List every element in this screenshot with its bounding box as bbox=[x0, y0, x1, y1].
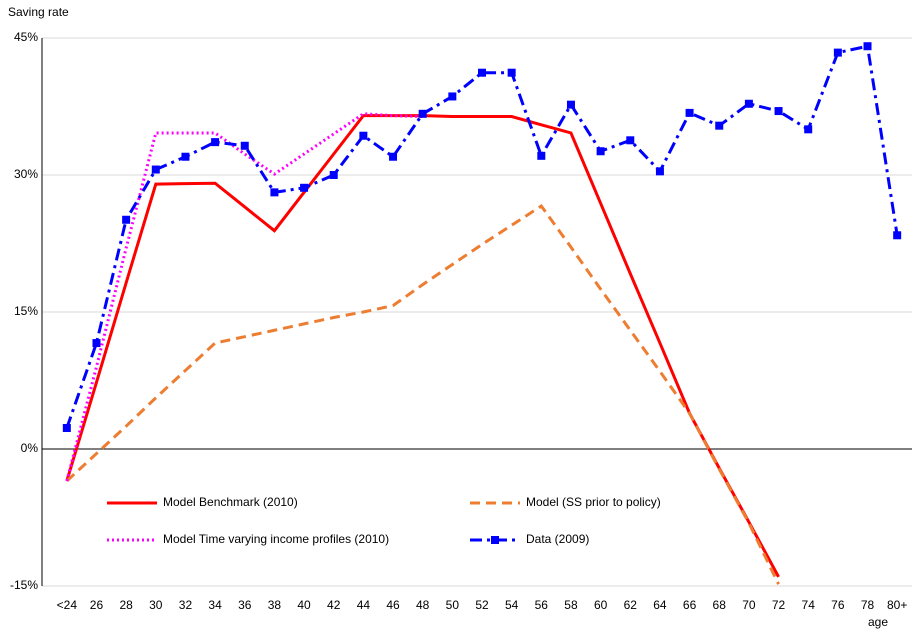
series-line bbox=[65, 204, 780, 585]
series-line bbox=[65, 112, 423, 482]
data-point bbox=[685, 108, 694, 117]
data-point bbox=[507, 68, 516, 77]
x-tick-label: 56 bbox=[535, 598, 549, 612]
data-point bbox=[122, 215, 131, 224]
x-tick-label: 60 bbox=[594, 598, 608, 612]
data-point bbox=[181, 152, 190, 161]
data-point bbox=[774, 107, 783, 116]
x-tick-label: 68 bbox=[713, 598, 727, 612]
x-tick-label: 62 bbox=[624, 598, 638, 612]
x-tick-label: 64 bbox=[653, 598, 667, 612]
y-tick-label: 30% bbox=[14, 167, 38, 181]
x-tick-label: 26 bbox=[90, 598, 104, 612]
x-tick-label: 74 bbox=[802, 598, 816, 612]
data-point bbox=[300, 183, 309, 192]
y-tick-label: -15% bbox=[10, 578, 38, 592]
data-point bbox=[62, 423, 71, 432]
data-point bbox=[833, 48, 842, 57]
x-tick-label: 72 bbox=[772, 598, 786, 612]
x-tick-label: 28 bbox=[119, 598, 133, 612]
x-tick-label: 54 bbox=[505, 598, 519, 612]
legend-marker bbox=[491, 536, 499, 544]
x-tick-label: 30 bbox=[149, 598, 163, 612]
data-point bbox=[92, 339, 101, 348]
y-tick-label: 0% bbox=[21, 441, 39, 455]
x-tick-label: 36 bbox=[238, 598, 252, 612]
data-point bbox=[537, 151, 546, 160]
legend-label: Model Time varying income profiles (2010… bbox=[163, 532, 389, 546]
x-tick-label: <24 bbox=[57, 598, 78, 612]
data-point bbox=[211, 138, 220, 147]
x-tick-label: 44 bbox=[357, 598, 371, 612]
x-tick-label: 38 bbox=[268, 598, 282, 612]
data-point bbox=[240, 141, 249, 150]
data-point bbox=[715, 121, 724, 130]
x-tick-label: 80+ bbox=[887, 598, 907, 612]
legend-label: Model Benchmark (2010) bbox=[163, 495, 298, 509]
x-tick-label: 76 bbox=[831, 598, 845, 612]
legend-label: Model (SS prior to policy) bbox=[526, 495, 661, 509]
x-tick-label: 52 bbox=[475, 598, 489, 612]
y-tick-label: 15% bbox=[14, 304, 38, 318]
data-point bbox=[566, 100, 575, 109]
x-tick-label: 50 bbox=[446, 598, 460, 612]
data-point bbox=[448, 92, 457, 101]
y-tick-label: 45% bbox=[14, 30, 38, 44]
data-point bbox=[655, 167, 664, 176]
data-point bbox=[389, 152, 398, 161]
data-point bbox=[596, 147, 605, 156]
x-tick-label: 78 bbox=[861, 598, 875, 612]
x-tick-label: 32 bbox=[179, 598, 193, 612]
data-point bbox=[329, 171, 338, 179]
x-tick-label: 42 bbox=[327, 598, 341, 612]
data-point bbox=[626, 136, 635, 145]
x-tick-label: 40 bbox=[297, 598, 311, 612]
legend-label: Data (2009) bbox=[526, 532, 589, 546]
data-point bbox=[418, 109, 427, 118]
x-tick-label: 58 bbox=[564, 598, 578, 612]
data-point bbox=[863, 42, 872, 51]
data-point bbox=[270, 188, 279, 197]
data-point bbox=[804, 125, 813, 134]
x-axis-label: age bbox=[868, 615, 888, 629]
x-tick-label: 48 bbox=[416, 598, 430, 612]
x-tick-label: 66 bbox=[683, 598, 697, 612]
data-point bbox=[151, 165, 160, 174]
data-point bbox=[359, 131, 368, 140]
data-point bbox=[478, 68, 486, 77]
data-point bbox=[744, 99, 753, 108]
x-tick-label: 70 bbox=[742, 598, 756, 612]
y-axis-label: Saving rate bbox=[8, 5, 69, 19]
data-point bbox=[893, 231, 902, 240]
x-tick-label: 34 bbox=[208, 598, 222, 612]
x-tick-label: 46 bbox=[386, 598, 400, 612]
series-line bbox=[65, 44, 899, 429]
